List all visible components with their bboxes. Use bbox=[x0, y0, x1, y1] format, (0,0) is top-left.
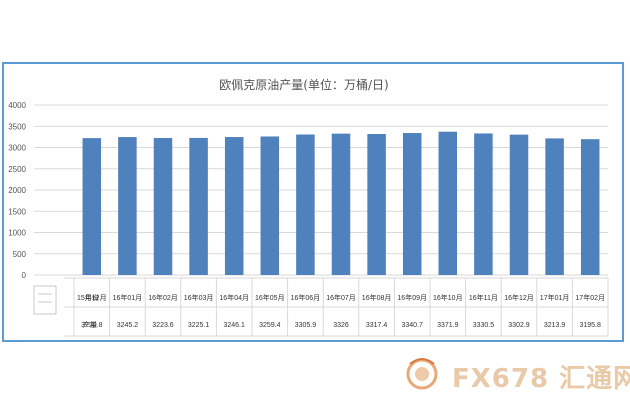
value-label: 3246.1 bbox=[223, 322, 245, 329]
category-label: 16年07月 bbox=[326, 293, 356, 302]
value-label: 3340.7 bbox=[401, 322, 423, 329]
bar bbox=[189, 137, 208, 275]
bar bbox=[118, 137, 137, 275]
bar bbox=[367, 134, 386, 275]
y-axis-ticks: 4000 3500 3000 2500 2000 1500 1000 500 0 bbox=[8, 101, 26, 280]
value-label: 3305.9 bbox=[295, 322, 317, 329]
category-label: 16年12月 bbox=[504, 293, 534, 302]
category-label: 15年12月 bbox=[77, 293, 107, 302]
chart-frame: 欧佩克原油产量(单位：万桶/日) 4000 3500 3000 2500 2000 150… bbox=[2, 62, 624, 342]
bar bbox=[545, 138, 564, 275]
bar bbox=[224, 137, 244, 275]
value-label: 3195.8 bbox=[579, 322, 601, 329]
bar-chart: 欧佩克原油产量(单位：万桶/日) 4000 3500 3000 2500 2000 150… bbox=[8, 77, 609, 337]
category-label: 16年03月 bbox=[184, 293, 214, 302]
value-label: 3302.9 bbox=[508, 322, 530, 329]
table-row-label-month: 月份 bbox=[85, 293, 99, 302]
fx678-watermark: FX678 汇通网 bbox=[400, 356, 630, 394]
fx678-logo-icon bbox=[406, 358, 438, 390]
value-label: 3245.2 bbox=[117, 322, 139, 329]
bar bbox=[331, 133, 351, 275]
y-tick-label: 4000 bbox=[8, 101, 26, 110]
value-label: 3220.8 bbox=[81, 322, 103, 329]
y-tick-label: 500 bbox=[13, 250, 27, 259]
value-label: 3371.9 bbox=[437, 322, 459, 329]
category-label: 17年01月 bbox=[540, 293, 570, 302]
bars bbox=[82, 131, 600, 275]
category-label: 16年01月 bbox=[113, 293, 143, 302]
bar bbox=[153, 137, 173, 275]
value-label: 3326 bbox=[333, 322, 349, 329]
bar bbox=[474, 133, 493, 275]
category-label: 16年09月 bbox=[397, 293, 427, 302]
bar bbox=[296, 134, 315, 275]
y-tick-label: 3500 bbox=[8, 122, 26, 131]
value-label: 3225.1 bbox=[188, 322, 210, 329]
category-label: 16年05月 bbox=[255, 293, 285, 302]
category-label: 16年10月 bbox=[433, 293, 463, 302]
legend-key-icon bbox=[33, 285, 57, 315]
bar bbox=[509, 134, 529, 275]
value-label: 3330.5 bbox=[473, 322, 495, 329]
category-label: 16年04月 bbox=[219, 293, 249, 302]
data-table: 月份 产量 15年12月 3220.8 16年01月 3245.2 16年02月 3223… bbox=[64, 277, 609, 337]
bar bbox=[260, 136, 280, 275]
category-label: 16年06月 bbox=[291, 293, 321, 302]
value-label: 3259.4 bbox=[259, 322, 281, 329]
chart-title: 欧佩克原油产量(单位：万桶/日) bbox=[219, 77, 388, 92]
y-tick-label: 1500 bbox=[8, 207, 26, 216]
y-tick-label: 0 bbox=[22, 271, 27, 280]
category-label: 16年02月 bbox=[148, 293, 178, 302]
category-label: 17年02月 bbox=[575, 293, 605, 302]
value-label: 3213.9 bbox=[544, 322, 566, 329]
bar bbox=[438, 131, 458, 275]
bar bbox=[580, 139, 600, 275]
table-row-label-output: 产量 bbox=[83, 320, 97, 329]
category-label: 16年11月 bbox=[469, 293, 498, 302]
y-tick-label: 3000 bbox=[8, 144, 26, 153]
y-tick-label: 2500 bbox=[8, 165, 26, 174]
value-label: 3223.6 bbox=[152, 322, 174, 329]
value-label: 3317.4 bbox=[366, 322, 388, 329]
category-label: 16年08月 bbox=[362, 293, 392, 302]
y-tick-label: 2000 bbox=[8, 186, 26, 195]
y-tick-label: 1000 bbox=[8, 229, 26, 238]
bar bbox=[402, 133, 422, 275]
watermark-text: FX678 汇通网 bbox=[452, 364, 630, 394]
bar bbox=[82, 138, 102, 275]
